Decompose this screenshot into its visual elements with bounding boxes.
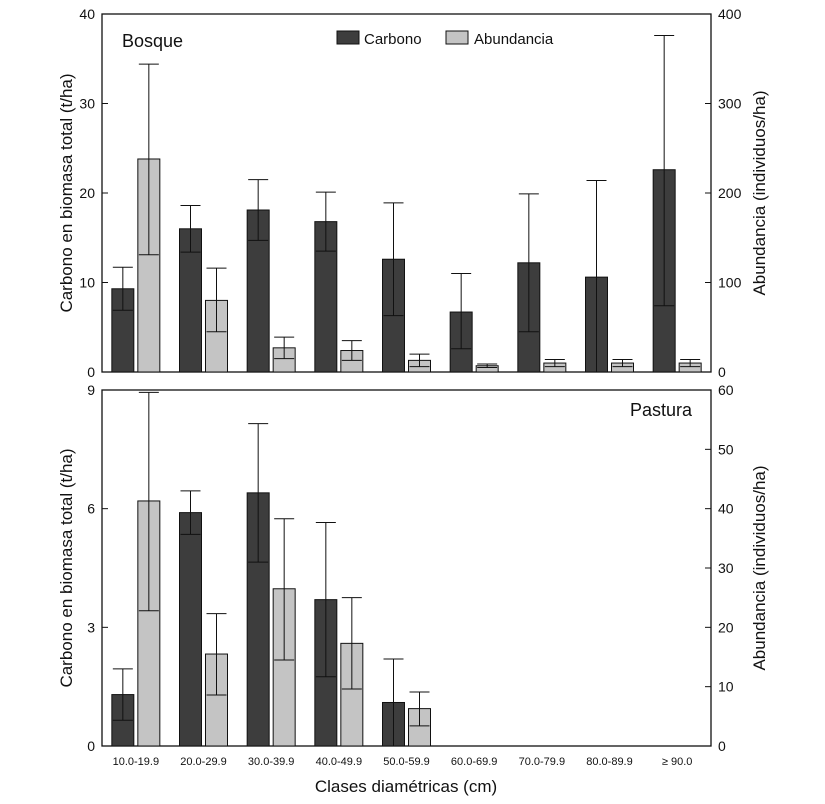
right-tick-label: 10 (718, 679, 734, 695)
left-tick-label: 6 (87, 501, 95, 517)
left-tick-label: 30 (79, 96, 95, 112)
left-axis-title: Carbono en biomasa total (t/ha) (57, 73, 76, 312)
legend-label-carbono: Carbono (364, 31, 422, 48)
category-label: 60.0-69.9 (451, 756, 497, 768)
right-tick-label: 60 (718, 382, 734, 398)
left-tick-label: 0 (87, 738, 95, 754)
panel-label: Bosque (122, 31, 183, 51)
right-tick-label: 0 (718, 738, 726, 754)
left-tick-label: 10 (79, 275, 95, 291)
right-tick-label: 50 (718, 441, 734, 457)
left-axis-title: Carbono en biomasa total (t/ha) (57, 448, 76, 687)
category-label: 80.0-89.9 (586, 756, 632, 768)
x-axis-title: Clases diamétricas (cm) (315, 777, 497, 796)
right-tick-label: 100 (718, 275, 742, 291)
right-tick-label: 400 (718, 6, 742, 22)
legend-swatch-carbono (336, 30, 360, 45)
category-label: 50.0-59.9 (383, 756, 429, 768)
left-tick-label: 3 (87, 619, 95, 635)
category-label: ≥ 90.0 (662, 756, 693, 768)
right-tick-label: 0 (718, 364, 726, 380)
left-tick-label: 9 (87, 382, 95, 398)
category-label: 20.0-29.9 (180, 756, 226, 768)
panel-label: Pastura (630, 400, 693, 420)
category-label: 70.0-79.9 (519, 756, 565, 768)
category-label: 40.0-49.9 (316, 756, 362, 768)
right-tick-label: 300 (718, 96, 742, 112)
right-tick-label: 200 (718, 185, 742, 201)
category-label: 30.0-39.9 (248, 756, 294, 768)
left-tick-label: 40 (79, 6, 95, 22)
category-label: 10.0-19.9 (113, 756, 159, 768)
legend: Carbono Abundancia (336, 30, 554, 48)
right-tick-label: 20 (718, 619, 734, 635)
bar-carbono (179, 512, 202, 747)
right-axis-title: Abundancia (individuos/ha) (750, 90, 769, 295)
panel-pastura: 0 3 6 9 0 10 20 30 40 50 60 Carbono en biomasa tota… (57, 382, 769, 768)
right-tick-label: 40 (718, 501, 734, 517)
right-tick-label: 30 (718, 560, 734, 576)
left-tick-label: 20 (79, 185, 95, 201)
left-tick-label: 0 (87, 364, 95, 380)
legend-label-abundancia: Abundancia (474, 31, 554, 48)
right-axis-title: Abundancia (individuos/ha) (750, 465, 769, 670)
legend-swatch-abundancia (445, 30, 469, 45)
